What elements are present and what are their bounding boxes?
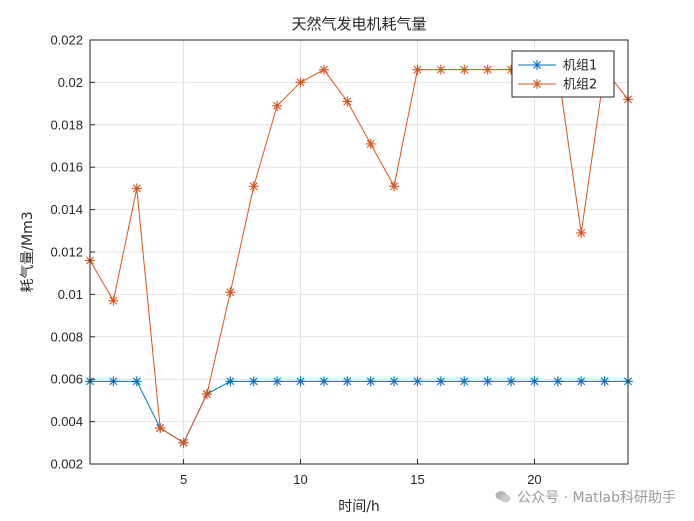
data-point	[131, 376, 142, 387]
y-tick-label: 0.01	[58, 287, 83, 302]
data-point	[389, 376, 400, 387]
ticks: 5 10 15 20 0.002 0.004 0.006 0.008 0.01 0.012 0.01…	[50, 33, 541, 488]
legend-item: 机组2	[518, 78, 597, 93]
data-point	[272, 100, 283, 111]
y-tick-label: 0.014	[50, 202, 83, 217]
data-point	[576, 376, 587, 387]
data-point	[342, 376, 353, 387]
data-point	[365, 138, 376, 149]
x-tick-label: 5	[180, 472, 187, 487]
data-point	[225, 287, 236, 298]
wechat-icon	[495, 491, 511, 503]
data-point	[412, 376, 423, 387]
data-point	[552, 376, 563, 387]
data-point	[201, 389, 212, 400]
data-point	[435, 376, 446, 387]
legend-box	[511, 50, 615, 98]
data-point	[482, 64, 493, 75]
data-point	[248, 376, 259, 387]
y-tick-label: 0.004	[50, 414, 83, 429]
data-point	[178, 437, 189, 448]
data-point	[532, 60, 542, 70]
data-point	[225, 376, 236, 387]
watermark-text: 公众号 · Matlab科研助手	[517, 490, 676, 506]
data-point	[532, 79, 542, 89]
legend-label: 机组1	[563, 59, 597, 74]
data-point	[295, 77, 306, 88]
data-point	[506, 376, 517, 387]
data-point	[108, 295, 119, 306]
data-point	[272, 376, 283, 387]
data-point	[459, 64, 470, 75]
data-point	[459, 376, 470, 387]
y-tick-label: 0.022	[50, 33, 83, 48]
y-tick-label: 0.008	[50, 329, 83, 344]
legend-item: 机组1	[518, 59, 597, 74]
data-point	[155, 422, 166, 433]
data-point	[482, 376, 493, 387]
x-tick-label: 10	[293, 472, 307, 487]
y-tick-label: 0.002	[50, 457, 83, 472]
data-point	[599, 376, 610, 387]
data-point	[412, 64, 423, 75]
data-point	[131, 183, 142, 194]
watermark: 公众号 · Matlab科研助手	[495, 487, 676, 507]
data-point	[576, 227, 587, 238]
y-tick-label: 0.02	[58, 75, 83, 90]
x-axis-label: 时间/h	[338, 499, 380, 515]
data-point	[295, 376, 306, 387]
legend-label: 机组2	[563, 78, 597, 93]
data-point	[318, 376, 329, 387]
y-axis-label: 耗气量/Mm3	[20, 211, 36, 292]
data-point	[435, 64, 446, 75]
data-point	[318, 64, 329, 75]
data-point	[529, 376, 540, 387]
x-tick-label: 20	[527, 472, 541, 487]
data-point	[389, 181, 400, 192]
chart-title: 天然气发电机耗气量	[291, 15, 426, 33]
y-tick-label: 0.012	[50, 245, 83, 260]
y-tick-label: 0.016	[50, 160, 83, 175]
data-point	[365, 376, 376, 387]
x-tick-label: 15	[410, 472, 424, 487]
data-point	[108, 376, 119, 387]
y-tick-label: 0.018	[50, 117, 83, 132]
data-point	[342, 96, 353, 107]
y-tick-label: 0.006	[50, 372, 83, 387]
data-point	[248, 181, 259, 192]
